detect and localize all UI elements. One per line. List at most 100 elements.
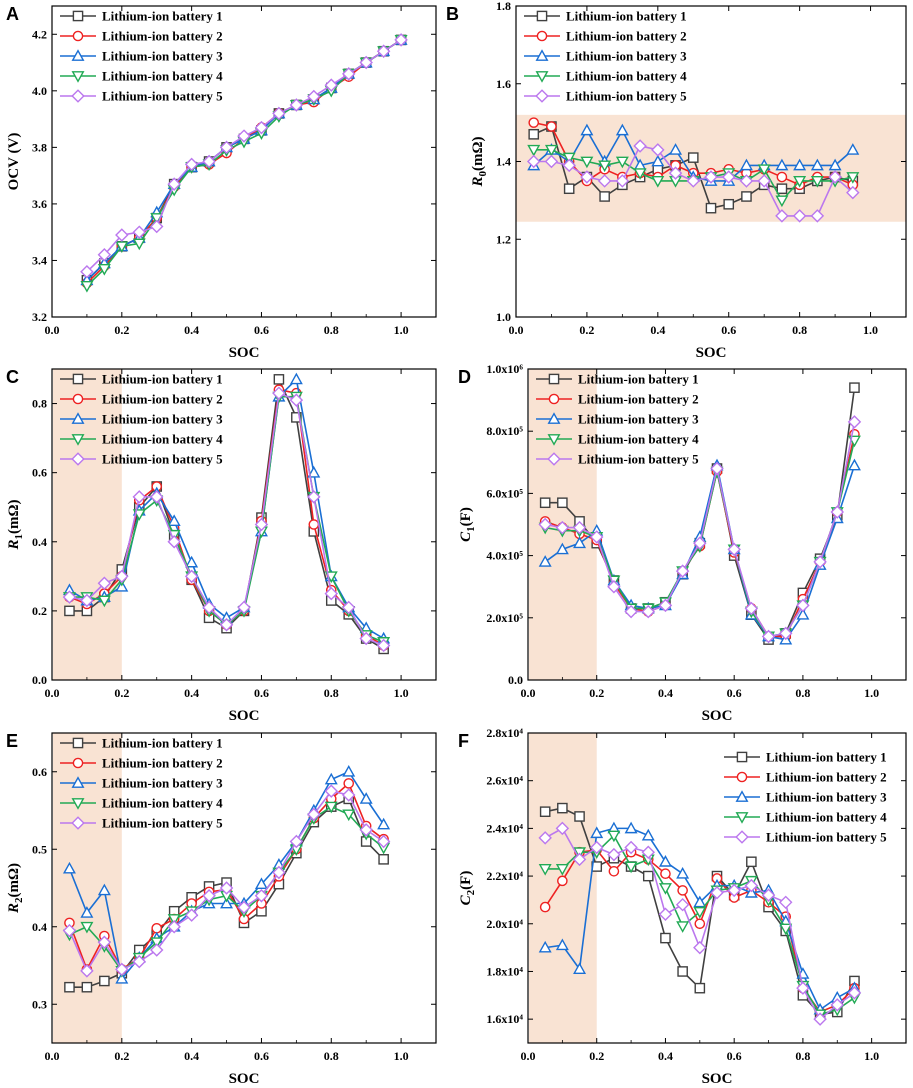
data-point	[555, 938, 569, 951]
data-point	[544, 144, 558, 157]
data-point	[562, 152, 576, 165]
legend-marker	[547, 434, 561, 446]
data-point	[555, 520, 570, 535]
legend-label: Lithium-ion battery 1	[766, 750, 887, 765]
data-point	[64, 605, 75, 617]
data-point	[651, 176, 665, 188]
data-point	[658, 907, 673, 921]
x-axis-label: SOC	[702, 1071, 733, 1087]
data-point	[538, 517, 552, 532]
data-point	[607, 830, 621, 843]
data-point	[775, 158, 789, 171]
data-point	[660, 868, 671, 879]
data-point	[324, 772, 338, 785]
data-point	[580, 123, 594, 136]
legend-label: Lithium-ion battery 5	[578, 452, 699, 467]
data-point	[132, 238, 146, 251]
x-tick-label: 0.8	[795, 1049, 810, 1063]
data-point	[219, 617, 234, 632]
data-point	[324, 801, 338, 814]
data-point	[64, 981, 75, 993]
data-point	[810, 176, 824, 188]
y-tick-label: 8.0x10⁵	[486, 424, 523, 438]
data-point	[676, 866, 690, 879]
x-tick-label: 0.6	[254, 1049, 269, 1063]
y-axis-label-unit: (F)	[458, 871, 474, 890]
y-tick-label: 4.0x10⁵	[486, 549, 523, 563]
data-point	[846, 172, 860, 184]
panel-letter: F	[458, 731, 469, 751]
x-tick-label: 0.2	[114, 1049, 129, 1063]
legend-label: Lithium-ion battery 4	[766, 810, 887, 825]
data-point	[538, 863, 552, 876]
data-point	[828, 158, 842, 171]
data-point	[324, 586, 339, 601]
data-point	[589, 840, 604, 855]
data-point	[289, 98, 304, 112]
x-tick-label: 1.0	[394, 686, 409, 700]
data-point	[80, 906, 94, 918]
data-point	[528, 117, 540, 128]
y-axis-label-unit: (mΩ)	[6, 863, 22, 898]
legend-label: Lithium-ion battery 5	[102, 89, 223, 104]
x-tick-label: 0.6	[254, 686, 269, 700]
data-point	[828, 170, 842, 184]
data-point	[574, 811, 585, 822]
data-point	[378, 854, 389, 865]
x-tick-label: 0.6	[254, 323, 269, 337]
x-tick-label: 0.8	[324, 323, 339, 337]
x-tick-label: 0.6	[727, 686, 742, 700]
data-point	[307, 89, 321, 104]
data-point	[741, 191, 752, 202]
series-battery-5	[62, 784, 391, 978]
legend-marker	[536, 10, 548, 22]
x-tick-label: 0.4	[658, 686, 673, 700]
x-tick-label: 0.6	[727, 1049, 742, 1063]
legend-marker	[736, 751, 748, 763]
panel-F: 0.0 0.2 0.4 0.6 0.8 1.0 1.6x10⁴ 1.8x10⁴ 2.0x10⁴ 2…	[458, 726, 907, 1087]
legend-marker	[547, 412, 561, 424]
data-point	[796, 598, 810, 613]
legend-marker	[735, 790, 749, 802]
data-point	[761, 629, 776, 644]
plot-frame	[527, 368, 907, 681]
panel-letter: A	[6, 4, 19, 24]
legend-label: Lithium-ion battery 5	[766, 830, 887, 845]
legend: Lithium-ion battery 1 Lithium-ion battery…	[60, 372, 223, 467]
data-point	[80, 964, 94, 978]
data-point	[97, 883, 111, 896]
data-point	[219, 140, 234, 155]
legend-label: Lithium-ion battery 3	[102, 49, 223, 64]
data-point	[538, 831, 552, 845]
data-point	[710, 461, 724, 476]
data-point	[377, 817, 391, 830]
data-point	[254, 877, 268, 890]
data-point	[810, 158, 824, 171]
data-point	[589, 530, 604, 544]
y-axis-label-unit: (F)	[458, 507, 474, 526]
data-point	[573, 962, 587, 975]
legend-label: Lithium-ion battery 3	[102, 412, 223, 427]
panel-letter: C	[6, 367, 19, 387]
legend-label: Lithium-ion battery 5	[102, 816, 223, 831]
plot-frame	[51, 732, 437, 1044]
y-axis-label-subscript: 0	[477, 170, 489, 176]
legend-marker	[71, 452, 85, 466]
data-point	[779, 923, 793, 936]
data-point	[651, 143, 665, 157]
data-point	[202, 889, 216, 903]
data-point	[830, 998, 845, 1012]
y-tick-label: 6.0x10⁵	[486, 486, 523, 500]
legend-label: Lithium-ion battery 4	[566, 69, 687, 84]
legend-marker	[547, 452, 561, 466]
data-point	[557, 875, 568, 887]
highlight-band	[529, 733, 597, 1043]
y-tick-label: 2.4x10⁴	[486, 821, 523, 835]
data-point	[132, 954, 147, 969]
data-point	[562, 158, 576, 173]
series-battery-5	[526, 139, 860, 223]
legend: Lithium-ion battery 1 Lithium-ion battery…	[60, 9, 223, 104]
x-tick-label: 0.4	[184, 686, 199, 700]
legend-marker	[535, 71, 549, 83]
